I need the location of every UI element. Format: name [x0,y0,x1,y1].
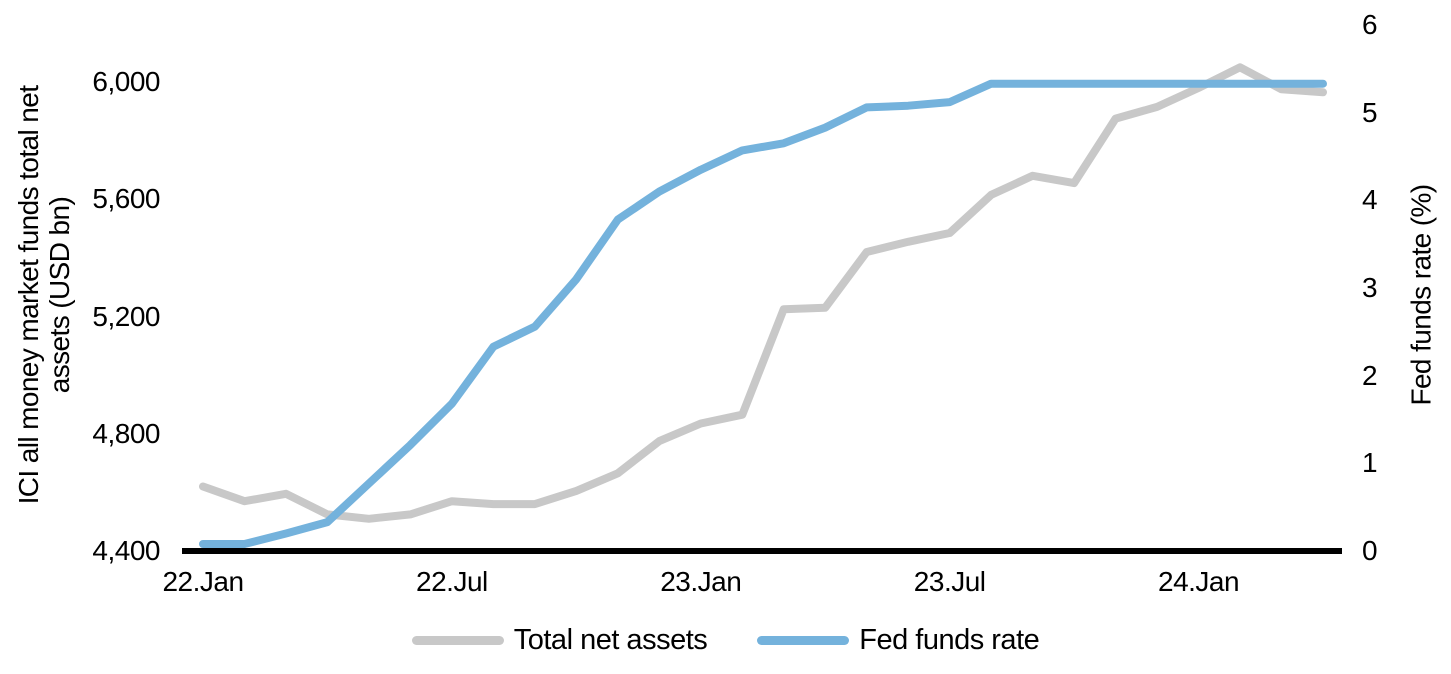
left-axis-title: ICI all money market funds total net ass… [13,86,75,505]
y-axis-left-tick-label: 4,400 [92,535,160,566]
left-axis-title-line1: ICI all money market funds total net [13,85,44,505]
legend-label-total-net-assets: Total net assets [513,624,708,656]
x-axis-tick-label: 23.Jan [660,566,742,597]
x-axis-tick-label: 24.Jan [1158,566,1240,597]
y-axis-left-tick-label: 4,800 [92,417,160,449]
y-axis-right-tick-label: 5 [1362,96,1378,128]
y-axis-left-tick-label: 5,200 [92,300,160,332]
total-net-assets-swatch-icon [411,636,504,645]
left-axis-title-line2: assets (USD bn) [44,196,75,394]
legend-item-total-net-assets: Total net assets [411,624,708,657]
fed-funds-rate-line [199,79,1327,548]
y-axis-right-tick-label: 3 [1362,272,1378,303]
y-axis-left-tick-label: 5,600 [92,183,160,215]
legend-item-fed-funds-rate: Fed funds rate [757,624,1040,657]
x-axis-tick-label: 23.Jul [913,566,986,597]
y-axis-right-tick-label: 4 [1362,184,1378,216]
legend-label-fed-funds-rate: Fed funds rate [859,624,1040,656]
x-axis-tick-label: 22.Jan [162,566,244,597]
y-axis-right-tick-label: 6 [1362,9,1378,40]
y-axis-right-tick-label: 0 [1362,535,1378,566]
total-net-assets-line [199,63,1327,523]
chart-legend: Total net assets Fed funds rate [0,624,1451,657]
right-axis-title: Fed funds rate (%) [1405,184,1437,406]
y-axis-right-tick-label: 2 [1362,359,1378,391]
y-axis-left-tick-label: 6,000 [92,66,160,97]
y-axis-right-tick-label: 1 [1362,447,1378,479]
fed-funds-rate-swatch-icon [757,636,850,645]
x-axis-tick-label: 22.Jul [416,566,488,597]
